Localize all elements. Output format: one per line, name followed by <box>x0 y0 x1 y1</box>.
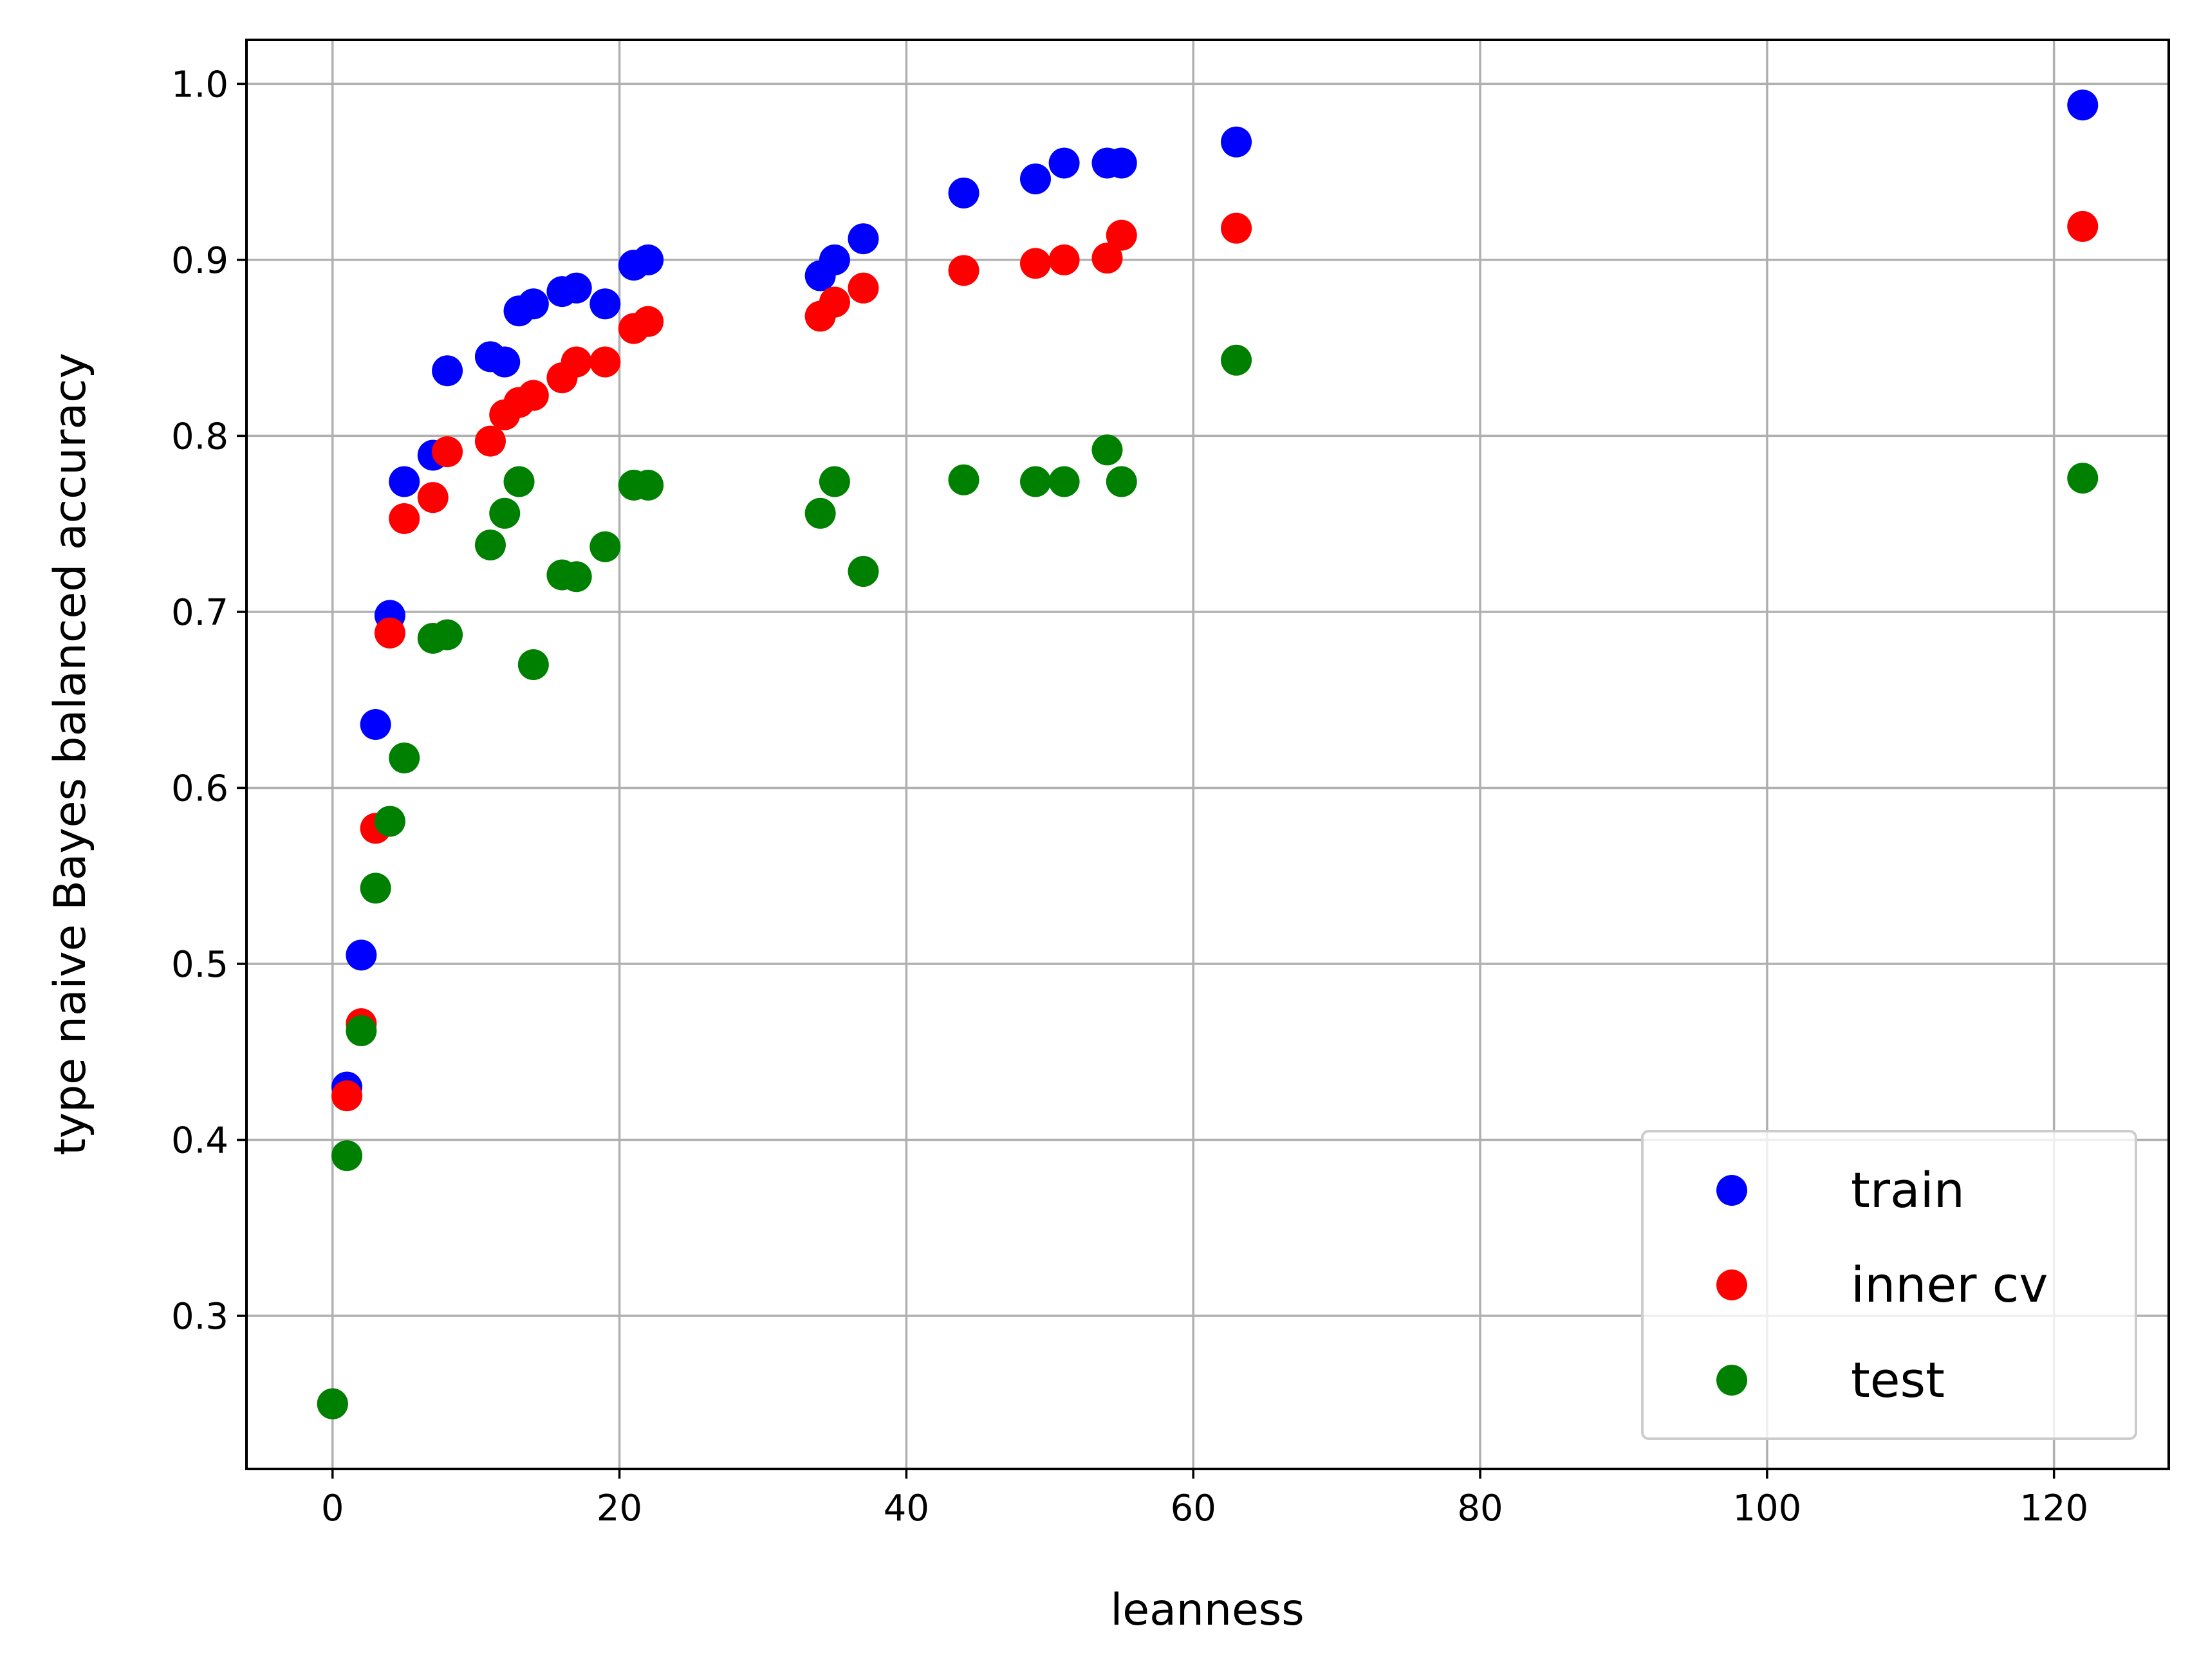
grid-lines <box>246 40 2169 1469</box>
point-train <box>1020 163 1052 195</box>
x-tick-label: 100 <box>1732 1488 1801 1529</box>
point-inner-cv <box>389 503 420 534</box>
point-train <box>346 939 377 971</box>
point-train <box>561 272 592 304</box>
x-tick-label: 60 <box>1171 1488 1216 1529</box>
y-tick-label: 0.8 <box>171 416 228 457</box>
point-inner-cv <box>819 286 850 318</box>
point-inner-cv <box>948 255 979 286</box>
legend-label-test: test <box>1851 1351 1945 1408</box>
point-test <box>360 872 391 904</box>
point-test <box>1221 344 1252 376</box>
point-test <box>1106 466 1137 497</box>
x-tick-label: 40 <box>884 1488 929 1529</box>
x-tick-label: 120 <box>2019 1488 2088 1529</box>
point-test <box>503 466 535 497</box>
point-train <box>819 244 850 275</box>
legend-label-inner-cv: inner cv <box>1851 1256 2048 1313</box>
x-tick-label: 20 <box>597 1488 642 1529</box>
y-tick-label: 0.3 <box>171 1296 228 1338</box>
point-inner-cv <box>1091 243 1123 274</box>
legend-box <box>1641 1130 2137 1440</box>
point-test <box>346 1015 377 1046</box>
plot-frame <box>245 39 2170 1470</box>
point-test <box>317 1388 348 1419</box>
point-train <box>360 709 391 741</box>
x-tick-label: 80 <box>1457 1488 1503 1529</box>
point-train <box>1048 147 1080 179</box>
y-axis-label: type naive Bayes balanced accuracy <box>45 353 96 1156</box>
y-tick-label: 0.9 <box>171 240 228 282</box>
point-inner-cv <box>2067 210 2099 242</box>
point-inner-cv <box>1048 244 1080 275</box>
legend-label-train: train <box>1851 1161 1965 1219</box>
point-train <box>1221 126 1252 158</box>
y-tick-label: 1.0 <box>171 64 228 106</box>
point-test <box>389 742 420 773</box>
legend-marker-test <box>1716 1365 1747 1396</box>
point-inner-cv <box>1221 212 1252 244</box>
data-points <box>317 89 2099 1419</box>
point-test <box>848 556 879 587</box>
point-test <box>474 530 506 561</box>
point-train <box>517 288 549 320</box>
point-inner-cv <box>517 380 549 411</box>
point-test <box>489 497 521 529</box>
point-train <box>589 288 621 320</box>
point-train <box>633 244 664 275</box>
point-test <box>804 497 836 529</box>
point-train <box>848 223 879 255</box>
y-tick-label: 0.6 <box>171 768 228 809</box>
point-inner-cv <box>331 1080 363 1112</box>
point-test <box>819 466 850 497</box>
point-train <box>2067 89 2099 121</box>
legend: train inner cv test <box>1641 1130 2137 1440</box>
point-test <box>2067 463 2099 494</box>
point-test <box>1020 466 1052 497</box>
point-test <box>633 470 664 501</box>
x-tick-label: 0 <box>321 1488 344 1529</box>
point-inner-cv <box>561 346 592 378</box>
y-tick-label: 0.7 <box>171 592 228 634</box>
point-test <box>331 1140 363 1172</box>
point-inner-cv <box>374 617 405 649</box>
point-inner-cv <box>1106 219 1137 251</box>
point-test <box>1091 434 1123 466</box>
point-test <box>589 531 621 562</box>
point-inner-cv <box>474 425 506 457</box>
point-test <box>561 561 592 593</box>
point-test <box>1048 466 1080 497</box>
y-tick-label: 0.5 <box>171 944 228 986</box>
point-inner-cv <box>848 272 879 304</box>
point-inner-cv <box>589 346 621 378</box>
point-test <box>517 649 549 681</box>
point-inner-cv <box>1020 248 1052 279</box>
point-inner-cv <box>417 482 449 513</box>
point-train <box>489 346 521 378</box>
point-test <box>948 464 979 495</box>
legend-marker-inner-cv <box>1716 1269 1747 1300</box>
axis-ticks: 0 20 40 60 80 100 120 0.3 0.4 0.5 0.6 0.7 0.8 0.9 1.0 <box>171 64 2088 1529</box>
point-train <box>948 177 979 208</box>
point-test <box>374 806 405 837</box>
point-train <box>1106 147 1137 179</box>
legend-marker-train <box>1716 1175 1747 1206</box>
x-axis-label: leanness <box>1110 1585 1304 1636</box>
point-inner-cv <box>432 436 463 468</box>
y-tick-label: 0.4 <box>171 1120 228 1162</box>
point-test <box>432 619 463 651</box>
point-inner-cv <box>633 306 664 337</box>
point-train <box>389 466 420 497</box>
point-train <box>432 355 463 387</box>
